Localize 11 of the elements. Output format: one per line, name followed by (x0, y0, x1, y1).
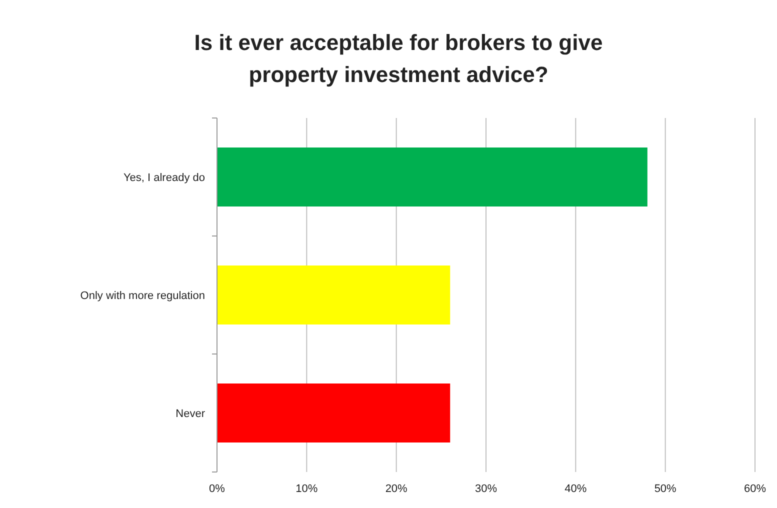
x-tick-label: 50% (654, 483, 677, 495)
x-tick-label: 0% (209, 483, 226, 495)
chart-title: Is it ever acceptable for brokers to give property investment advice? (194, 30, 603, 87)
y-tick-label: Never (176, 408, 206, 420)
y-tick-label: Yes, I already do (123, 172, 205, 184)
x-tick-label: 40% (564, 483, 587, 495)
y-tick-label: Only with more regulation (80, 290, 205, 302)
x-tick-label: 10% (296, 483, 318, 495)
x-tick-label: 20% (385, 483, 408, 495)
x-tick-label: 60% (744, 483, 766, 495)
x-tick-label: 30% (474, 483, 498, 495)
